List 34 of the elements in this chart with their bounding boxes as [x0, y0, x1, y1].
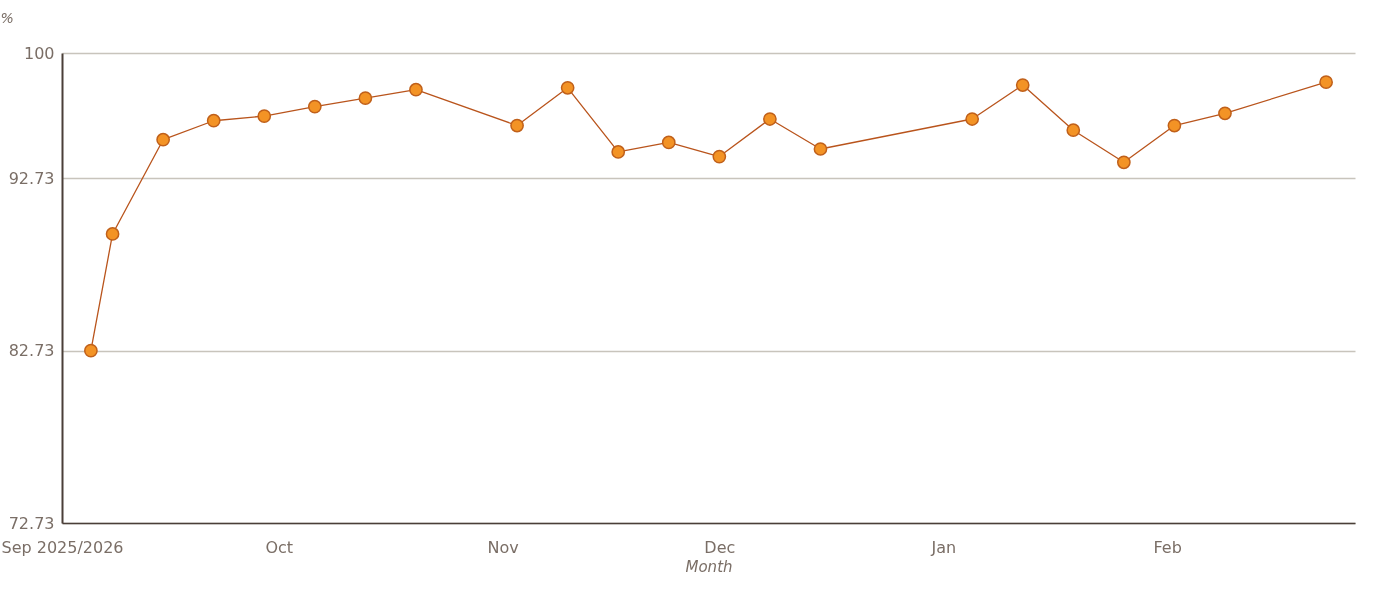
- point: [1015, 78, 1030, 92]
- point: [1116, 155, 1131, 170]
- point: [510, 118, 524, 133]
- x-tick-label: Oct: [265, 537, 294, 557]
- x-tick-label: Nov: [487, 537, 519, 557]
- point: [712, 149, 727, 164]
- point: [358, 91, 373, 106]
- x-tick-label: Feb: [1153, 537, 1182, 557]
- point: [1167, 118, 1182, 133]
- x-axis-title: Month: [685, 557, 733, 576]
- x-tick-label: Jan: [930, 537, 957, 557]
- x-tick-label: Sep 2025/2026: [1, 537, 124, 557]
- point: [763, 112, 777, 126]
- point: [813, 142, 828, 156]
- point: [611, 145, 626, 159]
- y-tick-label: 72.73: [8, 513, 55, 533]
- y-tick-label: 92.73: [8, 168, 55, 188]
- point: [257, 109, 272, 123]
- x-tick-label: Dec: [704, 537, 736, 557]
- point: [560, 80, 575, 95]
- point: [1066, 123, 1081, 138]
- point: [965, 112, 980, 126]
- point: [1218, 106, 1232, 121]
- point: [105, 227, 120, 241]
- point: [409, 82, 423, 97]
- point: [307, 99, 322, 114]
- point: [206, 113, 221, 128]
- y-axis-title: %: [0, 9, 14, 26]
- point: [1319, 75, 1333, 89]
- y-tick-label: 100: [23, 43, 55, 63]
- point: [84, 343, 98, 358]
- y-tick-label: 82.73: [8, 341, 55, 361]
- point: [661, 135, 676, 150]
- point: [156, 132, 170, 147]
